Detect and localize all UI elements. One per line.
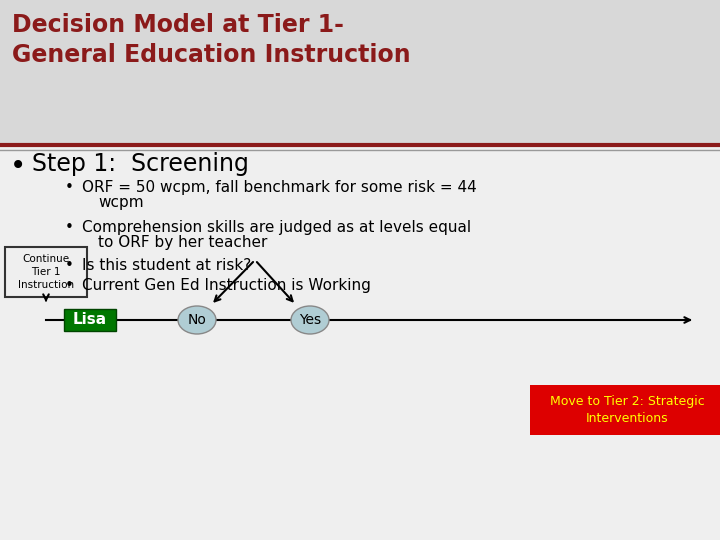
Text: No: No	[188, 313, 207, 327]
Bar	[0, 145, 720, 540]
Text: Comprehension skills are judged as at levels equal: Comprehension skills are judged as at le…	[82, 220, 471, 235]
Text: Step 1:  Screening: Step 1: Screening	[32, 152, 249, 176]
Text: to ORF by her teacher: to ORF by her teacher	[98, 235, 267, 250]
Text: •: •	[10, 152, 26, 180]
Text: Continue
Tier 1
Instruction: Continue Tier 1 Instruction	[18, 254, 74, 290]
Text: •: •	[65, 220, 74, 235]
Text: Move to Tier 2: Strategic
Interventions: Move to Tier 2: Strategic Interventions	[550, 395, 705, 426]
Bar	[0, 0, 720, 145]
FancyBboxPatch shape	[5, 247, 87, 297]
FancyBboxPatch shape	[64, 309, 116, 331]
Text: •: •	[65, 180, 74, 195]
FancyBboxPatch shape	[530, 385, 720, 435]
Text: ORF = 50 wcpm, fall benchmark for some risk = 44: ORF = 50 wcpm, fall benchmark for some r…	[82, 180, 477, 195]
Text: wcpm: wcpm	[98, 195, 143, 210]
Text: •: •	[65, 258, 74, 273]
Text: •: •	[65, 278, 74, 293]
Text: Current Gen Ed Instruction is Working: Current Gen Ed Instruction is Working	[82, 278, 371, 293]
Text: Yes: Yes	[299, 313, 321, 327]
Ellipse shape	[178, 306, 216, 334]
Text: Lisa: Lisa	[73, 313, 107, 327]
Text: Is this student at risk?: Is this student at risk?	[82, 258, 251, 273]
Ellipse shape	[291, 306, 329, 334]
Text: General Education Instruction: General Education Instruction	[12, 43, 410, 67]
Text: Decision Model at Tier 1-: Decision Model at Tier 1-	[12, 13, 344, 37]
